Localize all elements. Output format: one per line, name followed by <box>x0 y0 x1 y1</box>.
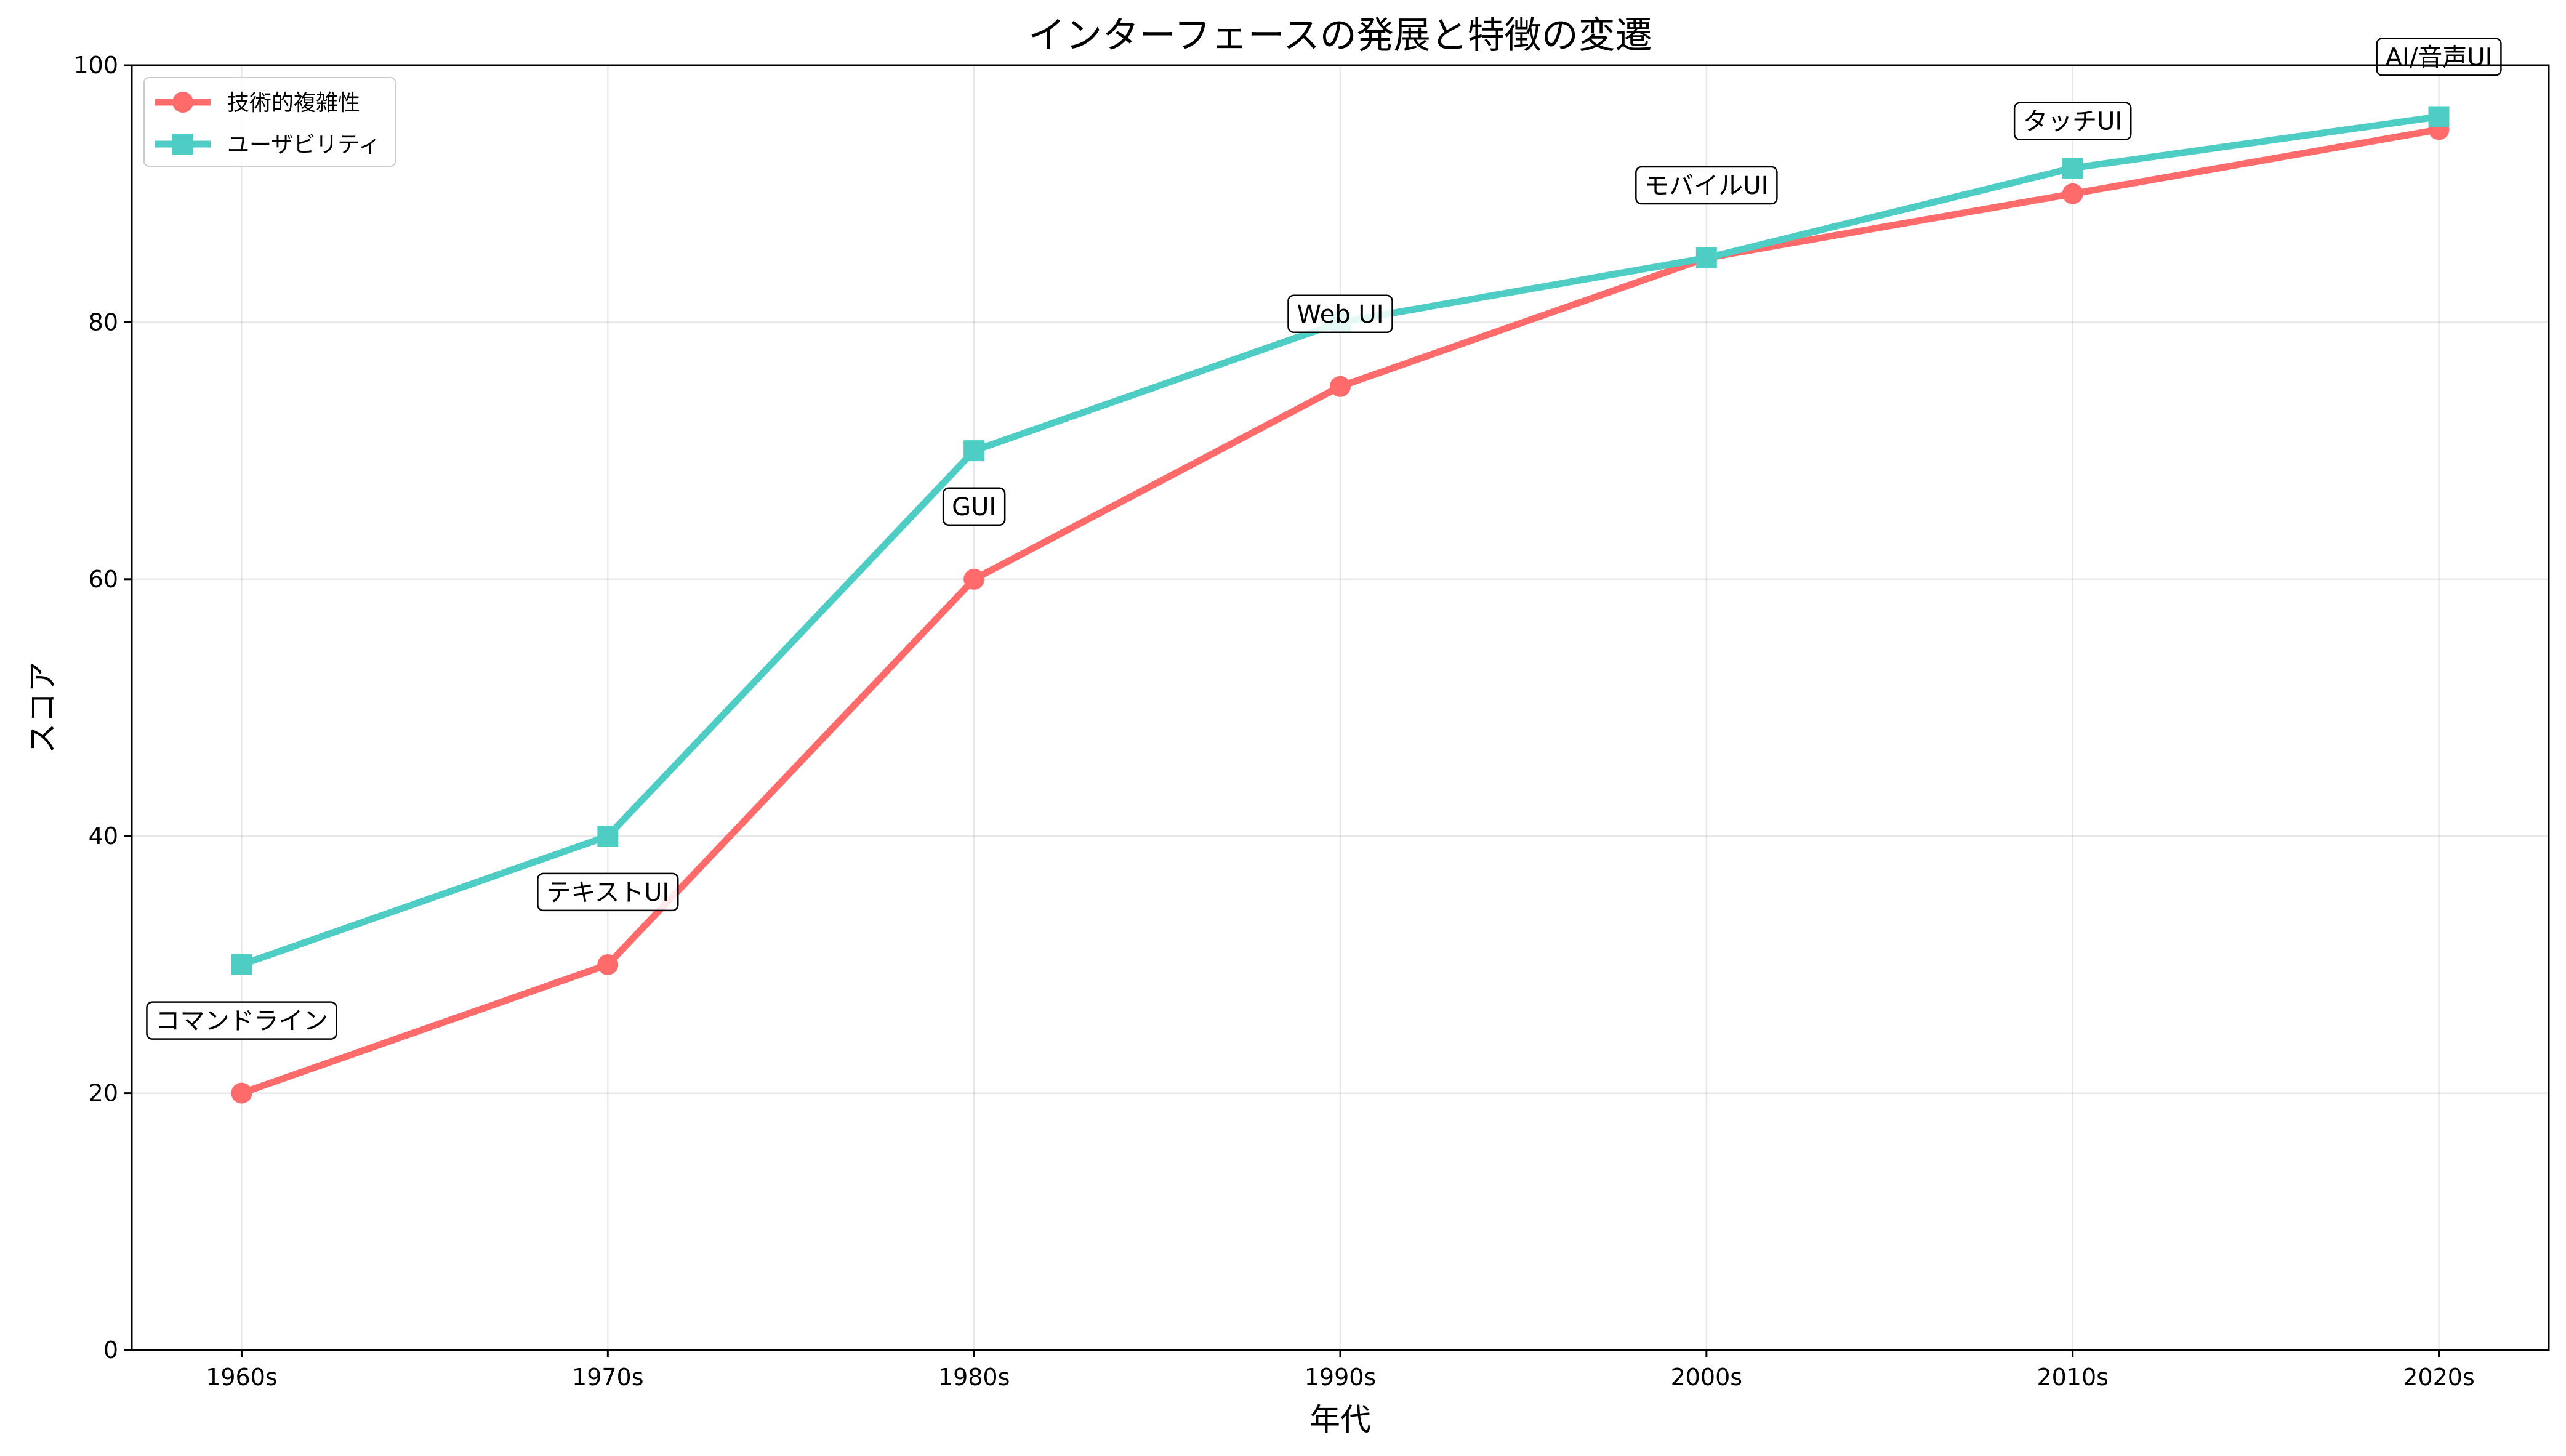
x-tick-label: 1960s <box>206 1364 278 1391</box>
legend-label: ユーザビリティ <box>227 132 380 158</box>
y-tick-label: 80 <box>89 308 118 336</box>
x-tick-label: 1980s <box>938 1364 1010 1391</box>
annotation: コマンドライン <box>146 1001 337 1040</box>
y-tick-label: 0 <box>103 1337 118 1364</box>
data-point-square <box>963 440 985 462</box>
annotation-label: モバイルUI <box>1644 172 1768 200</box>
annotation-box <box>146 1001 337 1040</box>
data-point-square <box>597 826 619 847</box>
annotation-label: Web UI <box>1297 300 1384 329</box>
annotation-label: テキストUI <box>546 879 669 907</box>
axis-ticks: 0 20 40 60 80 100 1960s 1970s 1980s 1990s 2000s 201… <box>73 52 2474 1391</box>
y-tick-label: 40 <box>89 823 118 850</box>
annotation-box <box>1635 166 1778 205</box>
x-tick-label: 2020s <box>2403 1364 2475 1391</box>
legend-item: 技術的複雑性 <box>155 90 360 116</box>
legend-marker-circle <box>172 92 193 113</box>
annotation: GUI <box>942 487 1006 526</box>
annotation: タッチUI <box>2013 102 2132 140</box>
y-tick-label: 60 <box>89 566 118 593</box>
data-point-square <box>1695 247 1717 269</box>
data-point-square <box>2428 106 2450 127</box>
annotation-box <box>1287 294 1393 333</box>
annotation: Web UI <box>1287 294 1393 333</box>
data-point-circle <box>231 1082 252 1104</box>
annotation: テキストUI <box>537 872 679 912</box>
annotation-label: タッチUI <box>2023 108 2122 136</box>
chart-title: インターフェースの発展と特徴の変遷 <box>1028 14 1652 57</box>
x-tick-label: 1990s <box>1305 1364 1377 1391</box>
data-point-circle <box>597 954 619 975</box>
annotations: コマンドライン テキストUI GUI Web UI モバイルUI タッチUI AI/音声UI <box>146 38 2502 1040</box>
data-point-circle <box>1330 376 1351 397</box>
annotation: AI/音声UI <box>2376 38 2502 76</box>
data-point-square <box>2062 157 2083 179</box>
legend-label: 技術的複雑性 <box>227 90 360 116</box>
data-point-square <box>231 954 252 975</box>
annotation-box <box>942 487 1006 526</box>
y-tick-label: 20 <box>89 1080 118 1107</box>
legend-marker-square <box>172 134 193 155</box>
annotation-label: AI/音声UI <box>2386 43 2493 71</box>
x-tick-label: 2000s <box>1671 1364 1743 1391</box>
x-axis-label: 年代 <box>1309 1402 1371 1438</box>
data-point-circle <box>963 568 985 590</box>
x-tick-label: 1970s <box>572 1364 644 1391</box>
annotation-box <box>537 872 679 912</box>
annotation-label: コマンドライン <box>155 1007 328 1036</box>
legend-item: ユーザビリティ <box>155 132 380 158</box>
data-point-circle <box>2062 183 2083 204</box>
annotation: モバイルUI <box>1635 166 1778 205</box>
y-tick-label: 100 <box>73 52 118 79</box>
x-tick-label: 2010s <box>2037 1364 2109 1391</box>
annotation-box <box>2013 102 2132 140</box>
y-axis-label: スコア <box>25 662 60 754</box>
annotation-label: GUI <box>952 493 996 521</box>
